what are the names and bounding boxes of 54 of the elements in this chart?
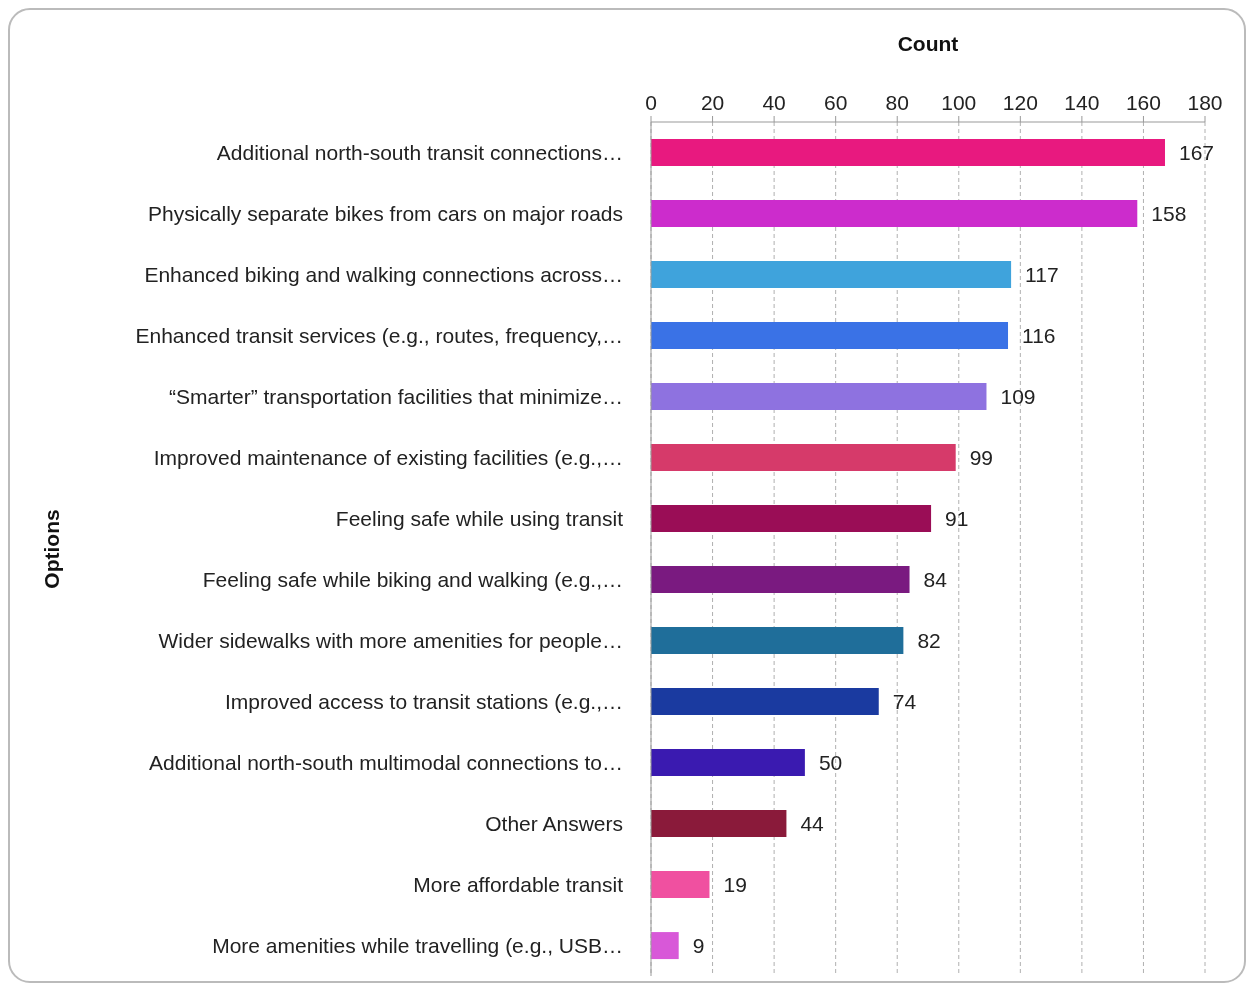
data-label: 74 bbox=[892, 690, 917, 714]
bar bbox=[651, 139, 1165, 167]
data-label: 109 bbox=[1000, 385, 1036, 409]
bar bbox=[651, 688, 879, 716]
bar bbox=[651, 505, 932, 533]
y-axis-title: Options bbox=[40, 509, 64, 589]
x-tick-label: 140 bbox=[1064, 91, 1100, 114]
bar bbox=[651, 871, 710, 899]
data-label: 116 bbox=[1022, 324, 1056, 348]
y-tick-label: Enhanced biking and walking connections across… bbox=[144, 262, 623, 286]
x-tick-label: 120 bbox=[1002, 91, 1038, 114]
data-label: 50 bbox=[818, 751, 843, 775]
y-tick-label: Feeling safe while using transit bbox=[335, 506, 624, 530]
bar bbox=[651, 566, 910, 594]
x-tick-label: 60 bbox=[823, 91, 848, 114]
y-tick-label: More affordable transit bbox=[413, 872, 624, 896]
bar bbox=[651, 627, 904, 655]
y-tick-label: Improved access to transit stations (e.g.,… bbox=[225, 689, 623, 713]
y-tick-label: “Smarter” transportation facilities that minimize… bbox=[169, 384, 623, 408]
bar bbox=[651, 200, 1138, 228]
data-label: 117 bbox=[1025, 263, 1059, 287]
bar bbox=[651, 749, 805, 777]
data-label: 44 bbox=[800, 812, 825, 836]
data-label: 167 bbox=[1178, 141, 1215, 165]
x-tick-label: 180 bbox=[1187, 91, 1223, 114]
y-tick-label: More amenities while travelling (e.g., USB… bbox=[212, 933, 623, 957]
bar bbox=[651, 383, 987, 411]
data-label: 9 bbox=[692, 934, 705, 958]
bar bbox=[651, 444, 956, 472]
x-tick-label: 80 bbox=[885, 91, 909, 114]
y-tick-label: Physically separate bikes from cars on major roads bbox=[147, 201, 623, 225]
data-label: 91 bbox=[945, 507, 969, 531]
data-label: 99 bbox=[969, 446, 994, 470]
x-axis-title: Count bbox=[897, 31, 959, 55]
data-label: 19 bbox=[723, 873, 747, 897]
x-tick-label: 160 bbox=[1125, 91, 1161, 114]
data-label: 82 bbox=[917, 629, 941, 653]
x-tick-label: 20 bbox=[700, 91, 725, 114]
y-tick-label: Improved maintenance of existing facilities (e.g.,… bbox=[153, 445, 623, 469]
bar bbox=[651, 810, 787, 838]
y-tick-label: Additional north-south transit connections… bbox=[216, 140, 623, 164]
y-tick-label: Additional north-south multimodal connections to… bbox=[149, 750, 623, 774]
y-tick-label: Other Answers bbox=[485, 811, 623, 835]
x-tick-label: 40 bbox=[762, 91, 786, 114]
y-tick-label: Enhanced transit services (e.g., routes, frequency,… bbox=[135, 323, 623, 347]
x-tick-label: 100 bbox=[941, 91, 977, 114]
y-tick-label: Feeling safe while biking and walking (e.g.,… bbox=[202, 567, 623, 591]
bar bbox=[651, 932, 679, 960]
data-label: 158 bbox=[1151, 202, 1187, 226]
y-tick-label: Wider sidewalks with more amenities for people… bbox=[158, 628, 623, 652]
x-tick-label: 0 bbox=[645, 91, 657, 114]
bar bbox=[651, 261, 1012, 289]
data-label: 84 bbox=[923, 568, 948, 592]
bar bbox=[651, 322, 1009, 350]
